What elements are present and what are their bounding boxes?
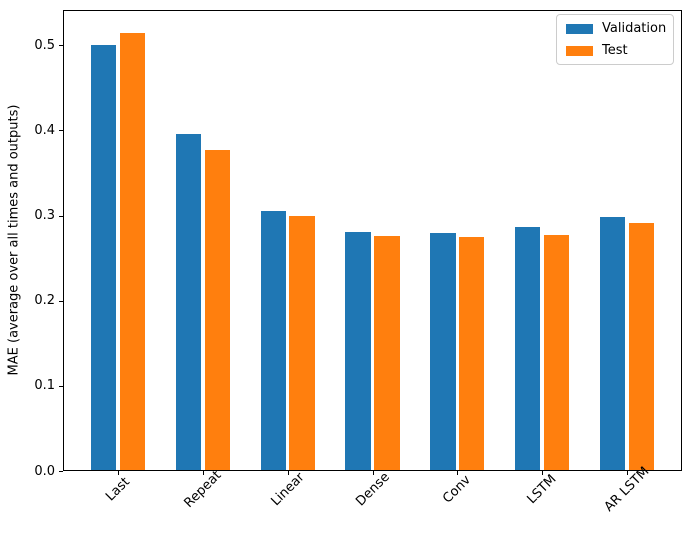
y-tick-mark (59, 471, 63, 472)
y-tick-mark (59, 300, 63, 302)
y-tick-mark (59, 45, 63, 47)
y-tick-mark (59, 385, 63, 387)
bar-test-conv (458, 236, 485, 470)
x-tick-label-linear: Linear (268, 469, 308, 510)
bar-validation-ar-lstm (599, 217, 626, 470)
legend: Validation Test (556, 14, 674, 65)
y-axis-label: MAE (average over all times and outputs) (6, 104, 22, 376)
x-tick-mark (202, 471, 204, 475)
x-tick-mark (287, 471, 289, 475)
y-tick-mark (59, 215, 63, 217)
x-tick-mark (118, 471, 120, 475)
bar-validation-repeat (175, 134, 202, 470)
y-tick-label: 0.5 (34, 37, 55, 53)
legend-entry-validation: Validation (566, 21, 667, 36)
y-tick-label: 0.2 (34, 293, 55, 309)
bar-validation-linear (260, 210, 286, 470)
legend-swatch-test (566, 45, 593, 56)
legend-swatch-validation (566, 23, 593, 34)
bar-validation-last (90, 45, 117, 470)
bar-validation-dense (345, 231, 371, 470)
x-tick-mark (626, 471, 628, 475)
bar-validation-conv (430, 232, 456, 470)
legend-entry-test: Test (566, 44, 665, 57)
x-tick-label-conv: Conv (440, 472, 475, 507)
legend-label-validation: Validation (602, 21, 667, 36)
bar-validation-lstm (514, 226, 541, 470)
y-tick-label: 0.3 (34, 208, 55, 224)
y-tick-mark (59, 130, 63, 132)
x-tick-mark (372, 471, 374, 475)
plot-area (63, 10, 682, 471)
legend-label-test: Test (602, 43, 628, 58)
bar-test-dense (374, 236, 400, 470)
bar-test-linear (289, 215, 315, 470)
y-tick-label: 0.1 (34, 378, 55, 394)
x-tick-label-last: Last (103, 474, 133, 505)
bar-test-last (119, 33, 146, 470)
bar-test-lstm (543, 235, 570, 470)
x-tick-label-dense: Dense (352, 469, 393, 510)
x-tick-label-lstm: LSTM (524, 471, 560, 508)
x-tick-mark (457, 471, 459, 475)
y-tick-label: 0.0 (34, 463, 55, 479)
y-tick-label: 0.4 (34, 122, 55, 138)
x-tick-mark (542, 471, 544, 475)
bar-test-ar-lstm (628, 222, 655, 470)
bar-test-repeat (204, 150, 231, 470)
